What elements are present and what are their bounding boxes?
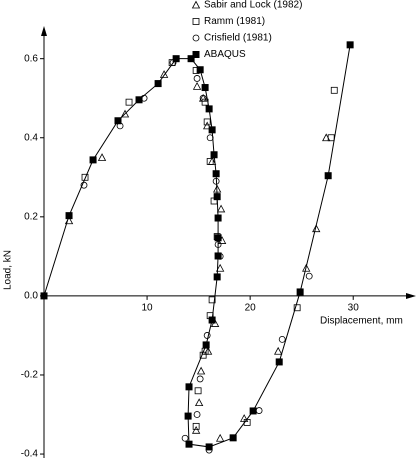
marker-circle	[193, 75, 201, 82]
marker-square	[192, 18, 200, 25]
marker-square-filled	[89, 156, 97, 164]
y-axis-label: Load, kN	[3, 250, 14, 290]
marker-square	[203, 118, 211, 126]
marker-square-filled	[114, 117, 122, 125]
marker-square-filled	[185, 383, 193, 391]
marker-square-filled	[214, 252, 222, 260]
marker-triangle	[97, 153, 107, 161]
marker-square-filled	[213, 273, 221, 281]
marker-triangle	[196, 366, 206, 375]
marker-triangle	[120, 109, 130, 118]
marker-square-filled	[196, 66, 204, 74]
marker-square-filled	[184, 412, 192, 420]
y-tick-label: -0.4	[21, 449, 39, 460]
marker-square-filled	[324, 172, 332, 180]
y-tick-label: 0.4	[24, 132, 38, 143]
y-tick-label: -0.2	[21, 370, 39, 381]
marker-square-filled	[40, 292, 48, 300]
y-tick-label: 0.0	[24, 291, 38, 302]
marker-square	[208, 296, 216, 304]
series-line	[43, 44, 351, 448]
marker-square-filled	[212, 170, 220, 178]
marker-circle	[255, 407, 263, 414]
marker-square-filled	[135, 96, 143, 104]
legend-label: Sabir and Lock (1982)	[204, 0, 302, 11]
marker-square-filled	[192, 51, 200, 58]
marker-circle	[192, 34, 200, 42]
marker-triangle	[322, 133, 331, 142]
marker-square-filled	[201, 84, 209, 92]
marker-triangle	[312, 224, 321, 233]
marker-triangle	[194, 398, 204, 407]
marker-square-filled	[205, 105, 213, 113]
marker-circle	[181, 434, 189, 442]
marker-square	[81, 173, 89, 181]
marker-square	[293, 304, 301, 312]
marker-triangle	[191, 425, 201, 434]
marker-square-filled	[210, 151, 218, 159]
marker-square-filled	[172, 55, 180, 63]
marker-square	[330, 86, 338, 94]
marker-square-filled	[214, 234, 222, 242]
x-tick-label: 10	[142, 303, 154, 314]
marker-circle	[196, 375, 204, 383]
marker-square	[192, 422, 200, 430]
marker-triangle	[159, 70, 169, 78]
legend-label: ABAQUS	[204, 49, 246, 60]
marker-square	[206, 158, 214, 165]
marker-circle	[305, 272, 313, 280]
y-tick-label: 0.6	[24, 53, 38, 64]
marker-square-filled	[205, 443, 213, 451]
marker-triangle	[215, 263, 225, 272]
marker-square-filled	[202, 341, 210, 349]
marker-square-filled	[208, 126, 216, 134]
marker-triangle	[216, 204, 226, 213]
marker-square-filled	[346, 41, 354, 49]
marker-triangle	[192, 82, 202, 90]
marker-triangle	[215, 433, 225, 442]
x-axis-arrow	[406, 293, 416, 299]
marker-circle	[278, 335, 286, 343]
marker-square-filled	[275, 358, 283, 366]
marker-square-filled	[185, 440, 193, 448]
x-tick-label: 30	[348, 303, 360, 314]
y-tick-label: 0.2	[24, 211, 38, 222]
marker-triangle	[202, 121, 212, 130]
x-tick-label: 20	[245, 303, 257, 314]
marker-square-filled	[65, 212, 73, 220]
marker-triangle	[191, 0, 201, 9]
marker-square-filled	[154, 80, 162, 88]
x-axis-label: Displacement, mm	[320, 316, 403, 327]
marker-square	[125, 98, 133, 106]
marker-square-filled	[208, 316, 216, 324]
legend-label: Crisfield (1981)	[204, 33, 272, 44]
marker-square-filled	[249, 407, 257, 415]
marker-square-filled	[229, 434, 237, 442]
marker-square-filled	[214, 214, 222, 222]
marker-square-filled	[213, 193, 221, 201]
marker-circle	[199, 94, 207, 102]
legend-label: Ramm (1981)	[204, 16, 265, 27]
marker-square-filled	[296, 288, 304, 296]
marker-circle	[193, 411, 201, 418]
marker-square-filled	[187, 55, 195, 63]
marker-circle	[203, 332, 211, 339]
marker-triangle	[274, 346, 283, 355]
marker-square	[194, 387, 202, 395]
marker-triangle	[302, 263, 311, 272]
